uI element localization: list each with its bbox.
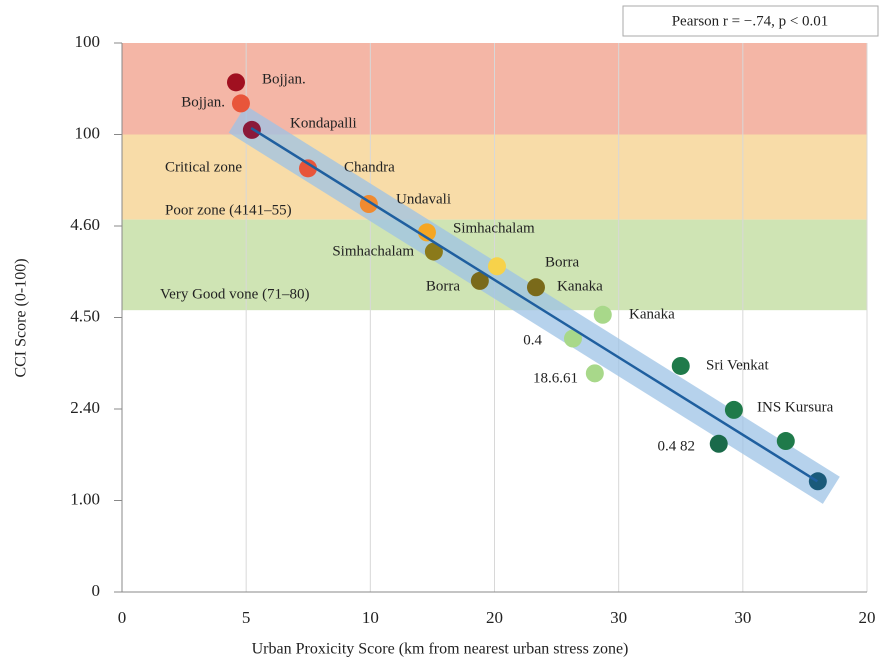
y-tick-label: 100 [75, 32, 101, 51]
point-label: Borra [426, 278, 460, 294]
data-point [671, 356, 690, 375]
zone-label: Very Good vone (71–80) [160, 286, 310, 302]
x-tick-label: 30 [610, 608, 627, 627]
y-tick-label: 1.00 [70, 489, 100, 508]
point-label: Simhachalam [332, 243, 414, 259]
annotation-box [622, 5, 879, 37]
data-point [226, 73, 245, 92]
point-label: 0.4 [523, 332, 542, 348]
y-axis-label: CCI Score (0-100) [13, 258, 30, 377]
y-tick-label: 0 [92, 581, 101, 600]
point-label: Undavali [396, 191, 451, 207]
annotation: Pearson r = −.74, p < 0.01 [672, 13, 829, 29]
zone-label: Critical zone [165, 159, 242, 175]
data-point [487, 257, 506, 276]
data-point [724, 400, 743, 419]
trend-line [250, 127, 818, 483]
data-point [808, 472, 827, 491]
point-label: Borra [545, 254, 579, 270]
data-point [526, 278, 545, 297]
data-point [417, 223, 436, 242]
data-point [424, 242, 443, 261]
point-label: Kondapalli [290, 115, 357, 131]
point-label: 0.4 82 [658, 438, 696, 454]
point-label: INS Kursura [757, 399, 834, 415]
data-point [593, 305, 612, 324]
y-tick-label: 100 [75, 123, 101, 142]
x-tick-label: 0 [118, 608, 127, 627]
data-point [470, 271, 489, 290]
point-label: Kanaka [629, 306, 675, 322]
data-point [563, 329, 582, 348]
x-tick-label: 30 [734, 608, 751, 627]
x-tick-label: 5 [242, 608, 251, 627]
y-tick-label: 4.50 [70, 306, 100, 325]
point-label: Kanaka [557, 278, 603, 294]
y-tick-label: 4.60 [70, 215, 100, 234]
x-tick-label: 20 [859, 608, 876, 627]
x-axis-label: Urban Proxicity Score (km from nearest u… [252, 641, 629, 658]
point-label: Sri Venkat [706, 357, 769, 373]
x-tick-label: 10 [362, 608, 379, 627]
data-point [776, 432, 795, 451]
data-point [709, 434, 728, 453]
zone-label: Poor zone (4141–55) [165, 202, 292, 218]
point-label: Simhachalam [453, 220, 535, 236]
data-point [299, 159, 318, 178]
point-label: Chandra [344, 159, 395, 175]
point-label: 18.6.61 [533, 370, 578, 386]
point-label: Bojjan. [181, 94, 225, 110]
point-label: Bojjan. [262, 71, 306, 87]
y-tick-label: 2.40 [70, 398, 100, 417]
x-tick-label: 20 [486, 608, 503, 627]
data-point [585, 364, 604, 383]
data-point [231, 94, 250, 113]
